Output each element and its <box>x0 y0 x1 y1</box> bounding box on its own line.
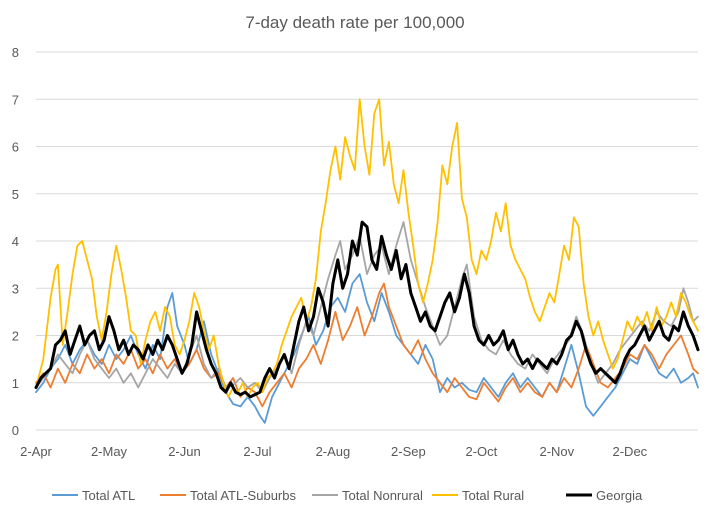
legend-label-total-atl-suburbs: Total ATL-Suburbs <box>190 488 296 503</box>
series-line-total-atl-suburbs <box>35 282 699 408</box>
series-line-total-rural <box>35 98 699 398</box>
y-tick-label: 2 <box>12 329 19 344</box>
x-tick-label: 2-Oct <box>465 444 497 459</box>
series-line-total-atl <box>35 273 699 424</box>
y-tick-label: 4 <box>12 234 19 249</box>
x-tick-label: 2-Jul <box>243 444 271 459</box>
chart-title: 7-day death rate per 100,000 <box>245 13 464 32</box>
legend-label-total-rural: Total Rural <box>462 488 524 503</box>
y-tick-label: 3 <box>12 281 19 296</box>
y-axis-ticks: 0 1 2 3 4 5 6 7 8 <box>12 45 19 438</box>
legend-label-total-nonrural: Total Nonrural <box>342 488 423 503</box>
x-tick-label: 2-Nov <box>539 444 574 459</box>
legend-label-total-atl: Total ATL <box>82 488 135 503</box>
y-tick-label: 1 <box>12 376 19 391</box>
y-tick-label: 0 <box>12 423 19 438</box>
x-tick-label: 2-Jun <box>168 444 201 459</box>
y-tick-label: 6 <box>12 140 19 155</box>
x-tick-label: 2-May <box>91 444 128 459</box>
legend-label-georgia: Georgia <box>596 488 643 503</box>
series-line-total-nonrural <box>35 221 699 394</box>
x-tick-label: 2-Sep <box>391 444 426 459</box>
y-tick-label: 7 <box>12 92 19 107</box>
y-tick-label: 8 <box>12 45 19 60</box>
x-tick-label: 2-Aug <box>316 444 351 459</box>
x-tick-label: 2-Apr <box>20 444 52 459</box>
series-line-georgia <box>34 220 700 399</box>
y-tick-label: 5 <box>12 187 19 202</box>
series-lines <box>34 98 700 424</box>
grid <box>36 51 698 431</box>
legend: Total ATL Total ATL-Suburbs Total Nonrural… <box>52 488 643 503</box>
x-axis-ticks: 2-Apr 2-May 2-Jun 2-Jul 2-Aug 2-Sep 2-Oct 2-Nov… <box>20 444 648 459</box>
x-tick-label: 2-Dec <box>613 444 648 459</box>
